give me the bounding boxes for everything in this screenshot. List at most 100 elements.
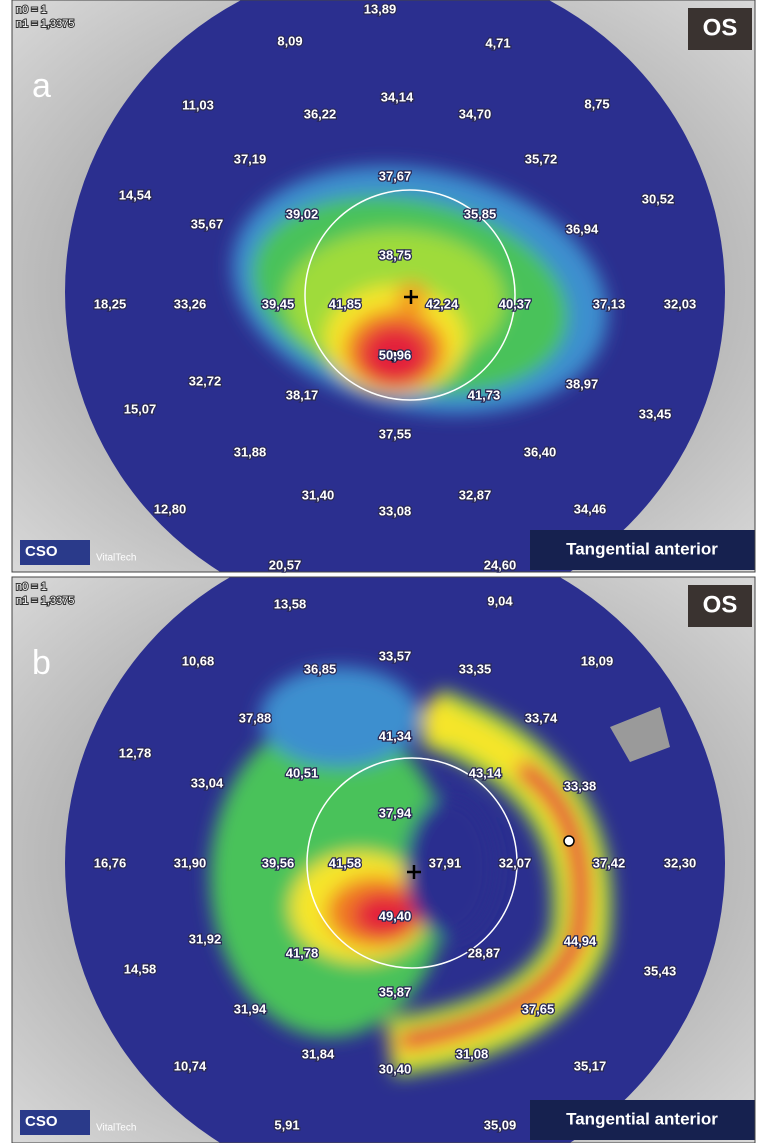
reading: 31,88 (234, 444, 267, 459)
reading: 39,02 (286, 206, 319, 221)
brand: VitalTech (96, 553, 136, 564)
reading: 50,96 (379, 347, 412, 362)
reading: 35,17 (574, 1058, 607, 1073)
reading: 41,58 (329, 855, 362, 870)
reading: 30,52 (642, 191, 675, 206)
reading: 33,45 (639, 406, 672, 421)
reading: 32,87 (459, 487, 492, 502)
reading: 39,56 (262, 855, 295, 870)
map-mode: Tangential anterior (566, 1109, 718, 1128)
reading: 43,14 (469, 765, 502, 780)
reading: 35,09 (484, 1117, 517, 1132)
logo: CSO (25, 1113, 58, 1130)
reading: 33,57 (379, 648, 412, 663)
reading: 16,76 (94, 855, 127, 870)
n1-label: n1 = 1,3375 (16, 18, 74, 30)
reading: 44,94 (564, 933, 597, 948)
brand: VitalTech (96, 1123, 136, 1134)
reading: 32,30 (664, 855, 697, 870)
reading: 36,94 (566, 221, 599, 236)
reading: 40,37 (499, 296, 532, 311)
reading: 30,40 (379, 1061, 412, 1076)
n0-label: n0 = 1 (16, 4, 47, 16)
reading: 36,22 (304, 106, 337, 121)
reading: 37,55 (379, 426, 412, 441)
reading: 40,51 (286, 765, 319, 780)
reading: 31,84 (302, 1046, 335, 1061)
reading: 12,80 (154, 501, 187, 516)
panel-letter: b (32, 644, 51, 682)
reading: 32,72 (189, 373, 222, 388)
eye-label: OS (703, 591, 738, 618)
reading: 35,67 (191, 216, 224, 231)
reading: 11,03 (182, 97, 214, 112)
reading: 10,74 (174, 1058, 207, 1073)
reading: 32,03 (664, 296, 697, 311)
reading: 38,75 (379, 247, 412, 262)
reading: 15,07 (124, 401, 157, 416)
reading: 36,85 (304, 661, 337, 676)
reading: 49,40 (379, 908, 412, 923)
n0-label: n0 = 1 (16, 581, 47, 593)
reading: 28,87 (468, 945, 501, 960)
reading: 12,78 (119, 745, 152, 760)
logo: CSO (25, 543, 58, 560)
reading: 37,42 (593, 855, 626, 870)
reading: 24,60 (484, 557, 517, 572)
reading: 31,92 (189, 931, 222, 946)
reading: 8,09 (277, 33, 302, 48)
reading: 41,78 (286, 945, 319, 960)
reading: 31,94 (234, 1001, 267, 1016)
reading: 14,54 (119, 187, 152, 202)
reading: 42,24 (426, 296, 459, 311)
reading: 35,87 (379, 984, 412, 999)
reading: 37,13 (593, 296, 626, 311)
reading: 33,38 (564, 778, 597, 793)
reading: 39,45 (262, 296, 295, 311)
reading: 14,58 (124, 961, 157, 976)
reading: 31,90 (174, 855, 207, 870)
reading: 20,57 (269, 557, 302, 572)
reading: 34,46 (574, 501, 607, 516)
reading: 33,74 (525, 710, 558, 725)
reading: 32,07 (499, 855, 532, 870)
reading: 33,35 (459, 661, 492, 676)
panel-b: n0 = 1 n1 = 1,3375 b OS Tangential anterior C… (11, 576, 756, 1143)
map-mode: Tangential anterior (566, 539, 718, 558)
reading: 35,85 (464, 206, 497, 221)
reading: 41,85 (329, 296, 362, 311)
reading: 36,40 (524, 444, 557, 459)
reading: 13,89 (364, 1, 397, 16)
n1-label: n1 = 1,3375 (16, 595, 74, 607)
reading: 18,09 (581, 653, 614, 668)
reading: 37,65 (522, 1001, 555, 1016)
reading: 37,67 (379, 168, 412, 183)
panel-letter: a (32, 67, 51, 105)
reading: 5,91 (274, 1117, 299, 1132)
reading: 10,68 (182, 653, 215, 668)
reading: 33,08 (379, 503, 412, 518)
reading: 13,58 (274, 596, 307, 611)
reading: 35,43 (644, 963, 677, 978)
reading: 41,73 (468, 387, 501, 402)
reading: 37,19 (234, 151, 267, 166)
reading: 31,08 (456, 1046, 489, 1061)
reading: 41,34 (379, 728, 412, 743)
reading: 37,91 (429, 855, 462, 870)
reading: 34,70 (459, 106, 492, 121)
reading: 33,04 (191, 775, 224, 790)
reading: 37,88 (239, 710, 272, 725)
reading: 38,17 (286, 387, 319, 402)
reading: 38,97 (566, 376, 599, 391)
reading: 9,04 (487, 593, 513, 608)
reading: 34,14 (381, 89, 414, 104)
reading: 31,40 (302, 487, 335, 502)
eye-label: OS (703, 14, 738, 41)
reading: 4,71 (485, 35, 510, 50)
reading: 35,72 (525, 151, 558, 166)
reading: 37,94 (379, 805, 412, 820)
reading: 8,75 (584, 96, 609, 111)
reading: 33,26 (174, 296, 207, 311)
panel-a: n0 = 1 n1 = 1,3375 a OS Tangential anterior C… (11, 0, 756, 574)
